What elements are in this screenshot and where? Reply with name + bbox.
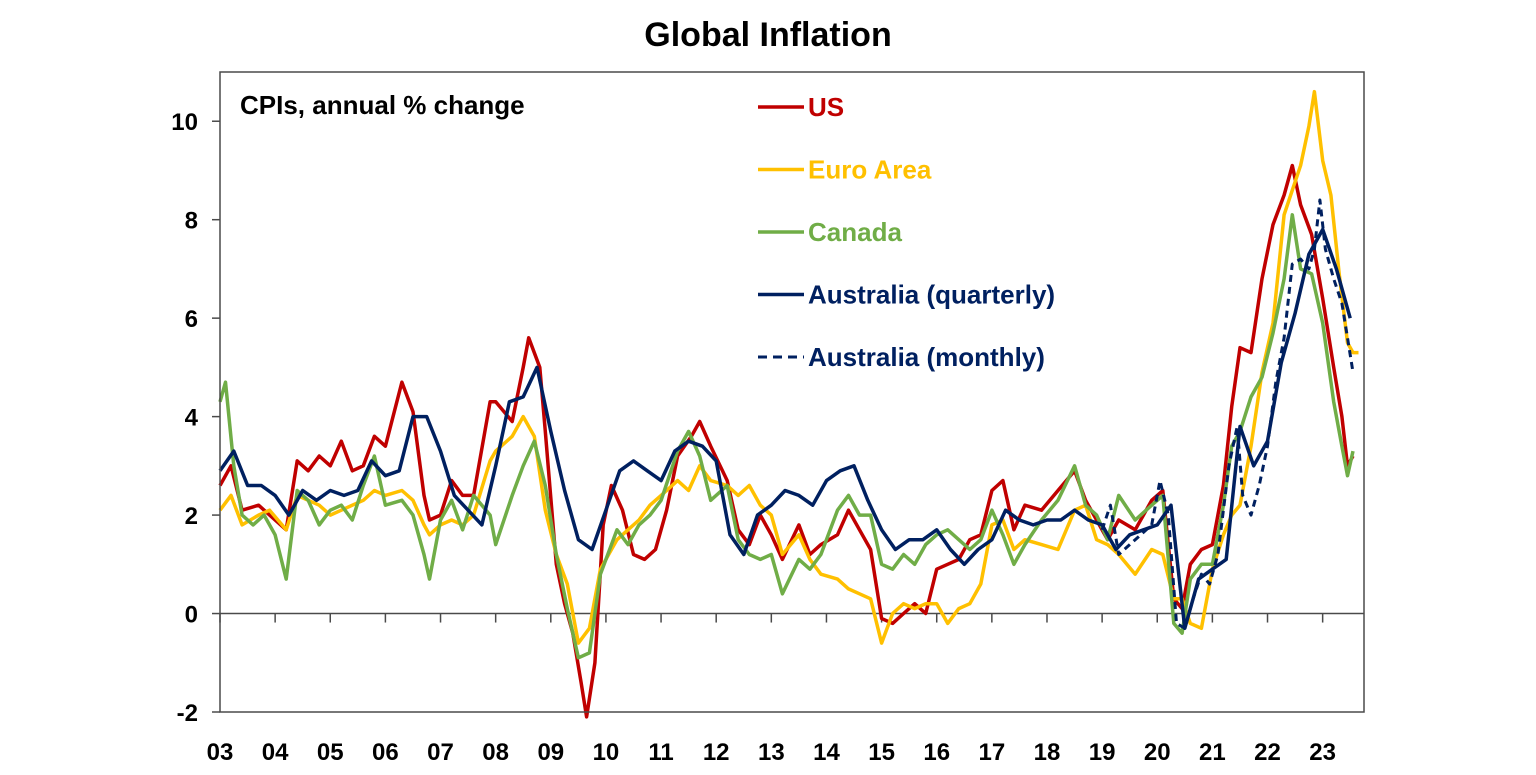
- y-tick-label: 10: [171, 109, 198, 136]
- legend-label: US: [808, 92, 844, 122]
- x-tick-label: 03: [207, 739, 234, 766]
- y-tick-label: 6: [185, 306, 198, 333]
- legend-label: Canada: [808, 217, 902, 247]
- series-line-euro-area: [218, 89, 1359, 645]
- x-tick-label: 13: [758, 739, 785, 766]
- x-tick-label: 05: [317, 739, 344, 766]
- chart-title: Global Inflation: [644, 16, 891, 54]
- plot-area-frame: [219, 71, 1365, 713]
- x-tick-label: 09: [537, 739, 564, 766]
- x-tick-label: 04: [262, 739, 289, 766]
- x-tick-label: 23: [1309, 739, 1336, 766]
- x-tick-label: 06: [372, 739, 399, 766]
- legend-label: Euro Area: [808, 155, 932, 185]
- series-line-australia-quarterly: [218, 227, 1352, 631]
- x-tick-label: 14: [813, 739, 840, 766]
- y-tick-label: 0: [185, 602, 198, 629]
- x-tick-label: 08: [482, 739, 509, 766]
- y-tick-label: -2: [177, 700, 198, 727]
- series-line-canada: [218, 213, 1355, 660]
- x-tick-label: 22: [1254, 739, 1281, 766]
- x-tick-label: 16: [923, 739, 950, 766]
- series-line-australia-monthly: [1100, 198, 1355, 630]
- x-tick-label: 20: [1144, 739, 1171, 766]
- x-tick-label: 19: [1089, 739, 1116, 766]
- legend: US Euro Area Canada Australia (quarterly) Au…: [758, 92, 1055, 372]
- x-tick-label: 12: [703, 739, 730, 766]
- series-line-us: [218, 163, 1355, 719]
- y-tick-label: 8: [185, 208, 198, 235]
- legend-label: Australia (monthly): [808, 342, 1045, 372]
- y-tick-label: 4: [185, 405, 199, 432]
- chart-annotation: CPIs, annual % change: [240, 90, 525, 120]
- x-tick-label: 17: [979, 739, 1006, 766]
- x-tick-label: 11: [648, 739, 673, 766]
- y-tick-label: 2: [185, 503, 198, 530]
- x-tick-label: 10: [593, 739, 620, 766]
- x-tick-label: 18: [1034, 739, 1061, 766]
- x-tick-label: 15: [868, 739, 895, 766]
- x-tick-label: 21: [1199, 739, 1226, 766]
- legend-label: Australia (quarterly): [808, 280, 1055, 310]
- x-tick-label: 07: [427, 739, 454, 766]
